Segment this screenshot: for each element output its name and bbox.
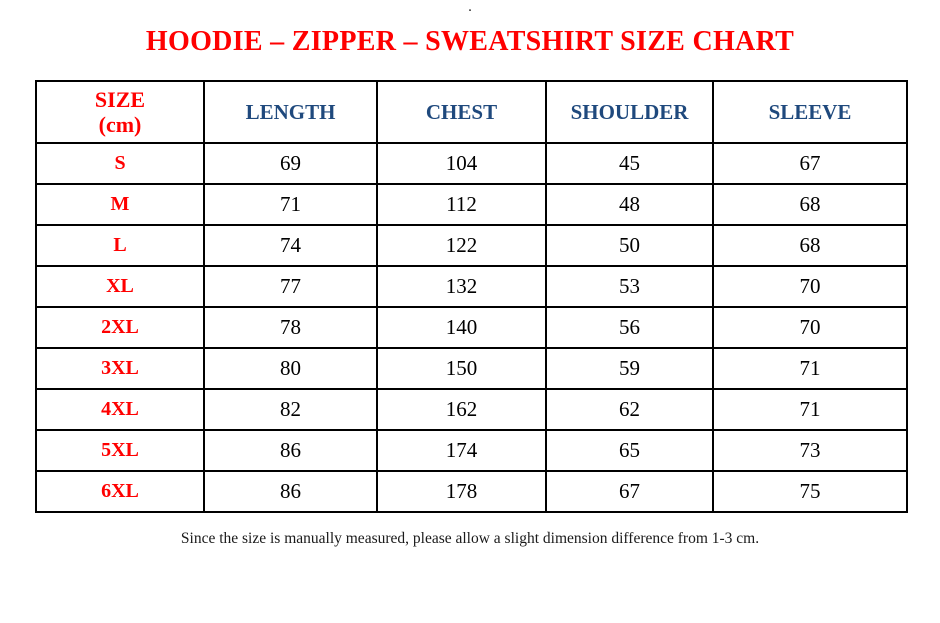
cell-length: 80 <box>203 347 378 390</box>
cell-length: 71 <box>203 183 378 226</box>
cell-size: 6XL <box>35 470 205 513</box>
measurement-disclaimer: Since the size is manually measured, ple… <box>180 530 760 547</box>
cell-length: 74 <box>203 224 378 267</box>
cell-chest: 104 <box>376 142 547 185</box>
page-title: HOODIE – ZIPPER – SWEATSHIRT SIZE CHART <box>145 26 795 57</box>
header-cell-length: LENGTH <box>203 80 378 144</box>
cell-sleeve: 71 <box>712 388 908 431</box>
cell-shoulder: 45 <box>545 142 714 185</box>
tiny-dot-artifact: . <box>468 2 472 14</box>
cell-chest: 132 <box>376 265 547 308</box>
header-cell-size: SIZE (cm) <box>35 80 205 144</box>
cell-length: 86 <box>203 429 378 472</box>
cell-length: 69 <box>203 142 378 185</box>
table-header: SIZE (cm) LENGTH CHEST SHOULDER SLEEVE <box>35 80 908 144</box>
cell-sleeve: 70 <box>712 306 908 349</box>
table-row: 2XL 78 140 56 70 <box>35 306 908 349</box>
cell-sleeve: 75 <box>712 470 908 513</box>
cell-shoulder: 48 <box>545 183 714 226</box>
cell-shoulder: 50 <box>545 224 714 267</box>
header-cell-sleeve: SLEEVE <box>712 80 908 144</box>
cell-size: 4XL <box>35 388 205 431</box>
table-row: S 69 104 45 67 <box>35 142 908 185</box>
cell-length: 86 <box>203 470 378 513</box>
cell-size: S <box>35 142 205 185</box>
table-row: 6XL 86 178 67 75 <box>35 470 908 513</box>
cell-sleeve: 71 <box>712 347 908 390</box>
cell-shoulder: 67 <box>545 470 714 513</box>
cell-length: 82 <box>203 388 378 431</box>
cell-chest: 178 <box>376 470 547 513</box>
cell-shoulder: 56 <box>545 306 714 349</box>
cell-chest: 112 <box>376 183 547 226</box>
header-cell-chest: CHEST <box>376 80 547 144</box>
cell-sleeve: 67 <box>712 142 908 185</box>
cell-shoulder: 53 <box>545 265 714 308</box>
cell-sleeve: 73 <box>712 429 908 472</box>
cell-size: 5XL <box>35 429 205 472</box>
cell-size: 2XL <box>35 306 205 349</box>
header-cell-shoulder: SHOULDER <box>545 80 714 144</box>
cell-size: 3XL <box>35 347 205 390</box>
cell-sleeve: 68 <box>712 224 908 267</box>
table-row: L 74 122 50 68 <box>35 224 908 267</box>
cell-chest: 140 <box>376 306 547 349</box>
table-row: 4XL 82 162 62 71 <box>35 388 908 431</box>
cell-chest: 162 <box>376 388 547 431</box>
table-row: XL 77 132 53 70 <box>35 265 908 308</box>
cell-sleeve: 68 <box>712 183 908 226</box>
cell-shoulder: 62 <box>545 388 714 431</box>
cell-sleeve: 70 <box>712 265 908 308</box>
cell-chest: 122 <box>376 224 547 267</box>
size-header-line2: (cm) <box>98 112 142 137</box>
cell-shoulder: 59 <box>545 347 714 390</box>
cell-size: XL <box>35 265 205 308</box>
header-row: SIZE (cm) LENGTH CHEST SHOULDER SLEEVE <box>35 80 908 144</box>
table-row: 5XL 86 174 65 73 <box>35 429 908 472</box>
cell-chest: 174 <box>376 429 547 472</box>
cell-length: 78 <box>203 306 378 349</box>
cell-size: M <box>35 183 205 226</box>
cell-chest: 150 <box>376 347 547 390</box>
size-table-body: S 69 104 45 67 M 71 112 48 68 L 74 122 50 68 XL 77 132 53 7… <box>35 142 908 513</box>
size-header-line1: SIZE <box>94 86 146 112</box>
cell-size: L <box>35 224 205 267</box>
cell-shoulder: 65 <box>545 429 714 472</box>
table-row: 3XL 80 150 59 71 <box>35 347 908 390</box>
cell-length: 77 <box>203 265 378 308</box>
table-row: M 71 112 48 68 <box>35 183 908 226</box>
